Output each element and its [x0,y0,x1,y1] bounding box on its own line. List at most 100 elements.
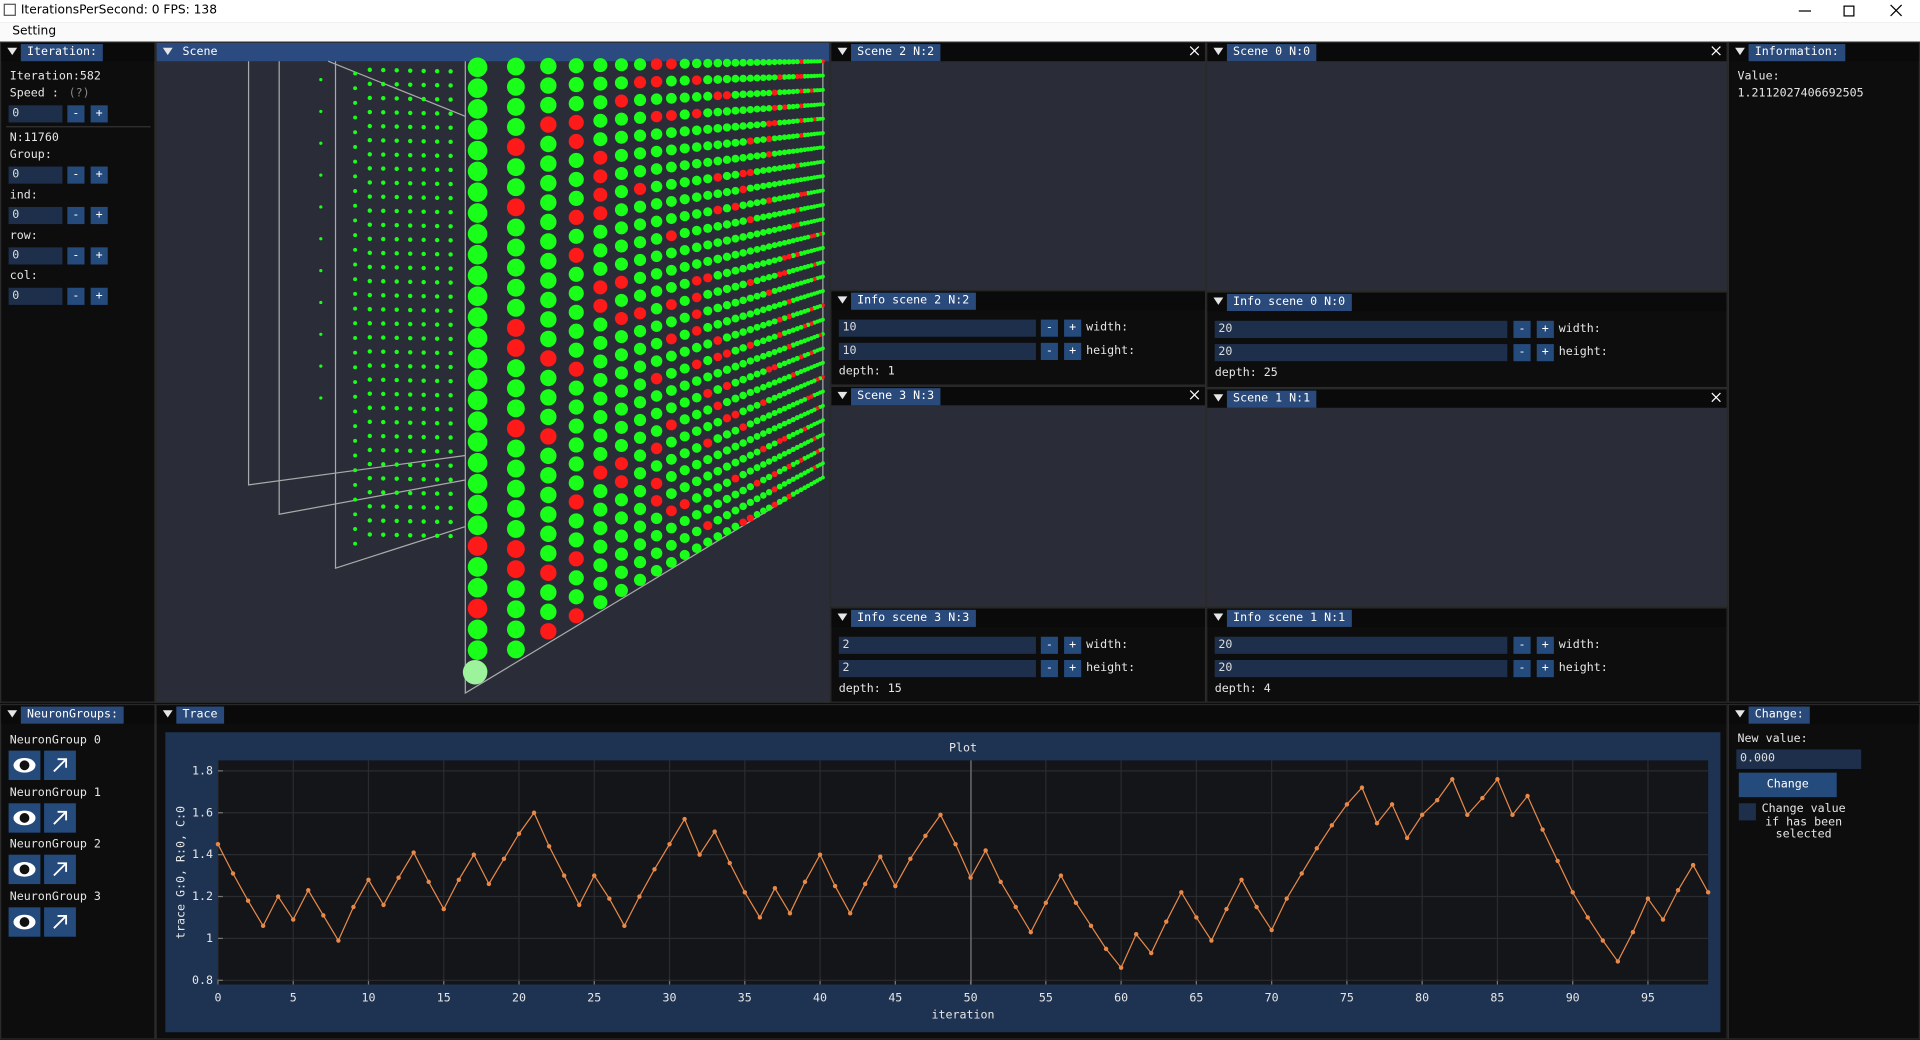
panel-tab[interactable]: Scene [182,45,218,59]
group-label: NeuronGroup 2 [9,837,101,852]
info-panel: Info scene 2 N:2 10- + width: 10- + height: dep… [830,290,1207,386]
field-label: col: [9,269,38,283]
minus-button[interactable]: - [1513,660,1531,678]
plus-button[interactable]: + [1064,660,1082,678]
window-controls[interactable] [1788,0,1920,22]
number-input[interactable]: 10 [838,342,1036,360]
number-input[interactable]: 2 [838,660,1036,678]
panel-tab[interactable]: Iteration: [20,44,104,62]
group-label: NeuronGroup 3 [9,889,101,904]
panel-tab[interactable]: Info scene 0 N:0 [1226,293,1352,312]
panel-tab[interactable]: Change: [1748,706,1810,724]
minus-button[interactable]: - [1040,660,1058,678]
panel-tab[interactable]: Info scene 1 N:1 [1226,609,1352,627]
plus-button[interactable]: + [1064,319,1082,337]
number-input[interactable]: 20 [1214,320,1508,338]
collapse-arrow [837,296,848,304]
view-button[interactable] [8,802,41,833]
panel-tab[interactable]: Scene 3 N:3 [851,388,941,406]
view-button[interactable] [8,906,41,937]
number-input[interactable]: 2 [838,636,1036,654]
window-title: IterationsPerSecond: 0 FPS: 138 [20,3,218,18]
panel-tab[interactable]: Scene 1 N:1 [1226,390,1317,408]
number-input[interactable]: 0 [8,206,63,225]
plus-button[interactable]: + [90,105,108,123]
panel-tab[interactable]: Information: [1748,44,1845,62]
new-value-input[interactable]: 0.000 [1736,749,1862,769]
help-marker[interactable]: (?) [68,86,90,101]
new-value-label: New value: [1737,732,1808,746]
panel-header: Scene 0 N:0 [1207,42,1727,62]
scene-view: Scene 1 N:1 [1206,388,1728,608]
trace-panel: Trace [155,704,1728,1040]
plus-button[interactable]: + [1536,320,1554,338]
number-input[interactable]: 0 [8,247,63,265]
minus-button[interactable]: - [67,287,85,305]
plus-button[interactable]: + [90,206,108,225]
open-button[interactable] [44,802,76,833]
panel-tab[interactable]: NeuronGroups: [20,706,125,724]
depth-text: depth: 1 [838,364,895,379]
view-button[interactable] [8,750,41,780]
value-text: 1.2112027406692505 [1737,86,1864,101]
field-label: Group: [9,148,52,162]
plus-button[interactable]: + [1536,344,1554,362]
close-button[interactable] [1189,45,1200,60]
menu-bar: Setting [0,22,1920,43]
panel-header: Info scene 1 N:1 [1207,608,1727,627]
close-button[interactable] [1711,45,1722,60]
plus-button[interactable]: + [90,247,108,265]
panel-tab[interactable]: Trace [176,706,224,724]
value-label: Value: [1737,69,1780,84]
depth-text: depth: 4 [1214,682,1271,696]
number-input[interactable]: 20 [1214,636,1508,654]
view-button[interactable] [8,854,41,885]
close-button[interactable] [1711,392,1722,407]
minus-button[interactable]: - [67,166,85,184]
panel-tab[interactable]: Scene 2 N:2 [851,44,941,62]
collapse-arrow [1213,394,1224,402]
title-bar: IterationsPerSecond: 0 FPS: 138 [0,0,1920,23]
number-input[interactable]: 0 [8,287,63,305]
info-panel: Info scene 1 N:1 20- + width: 20- + height: dep… [1206,607,1728,703]
minus-button[interactable]: - [67,105,85,123]
minus-button[interactable]: - [1513,320,1531,338]
open-button[interactable] [44,750,76,780]
plot-frame [165,732,1721,1033]
minus-button[interactable]: - [1513,344,1531,362]
open-button[interactable] [44,906,76,937]
minus-button[interactable]: - [67,206,85,225]
plus-button[interactable]: + [90,166,108,184]
panel-tab[interactable]: Scene 0 N:0 [1226,44,1317,62]
minus-button[interactable]: - [1040,342,1058,360]
number-input[interactable]: 0 [8,166,63,184]
field-label: row: [9,228,38,243]
checkbox[interactable] [1738,803,1756,821]
change-button[interactable]: Change [1738,772,1837,798]
plus-button[interactable]: + [90,287,108,305]
panel-tab[interactable]: Info scene 2 N:2 [851,292,976,310]
minus-button[interactable]: - [1513,636,1531,654]
plus-button[interactable]: + [1064,342,1082,360]
width-label: width: [1558,322,1601,336]
number-input[interactable]: 20 [1214,344,1508,362]
open-button[interactable] [44,854,76,885]
panel-header: Scene 3 N:3 [831,386,1205,406]
close-button[interactable] [1189,389,1200,404]
panel-header: Info scene 2 N:2 [831,291,1205,310]
panel-tab[interactable]: Info scene 3 N:3 [851,609,976,627]
speed-label: Speed : [9,86,59,101]
plus-button[interactable]: + [1064,636,1082,654]
menu-item[interactable]: Setting [12,24,57,38]
plus-button[interactable]: + [1536,636,1554,654]
plus-button[interactable]: + [1536,660,1554,678]
minus-button[interactable]: - [1040,636,1058,654]
minus-button[interactable]: - [1040,319,1058,337]
number-input[interactable]: 20 [1214,660,1508,678]
number-input[interactable]: 10 [838,319,1036,337]
speed-input[interactable]: 0 [8,105,63,123]
scene-view: Scene 3 N:3 [830,385,1207,608]
minus-button[interactable]: - [67,247,85,265]
